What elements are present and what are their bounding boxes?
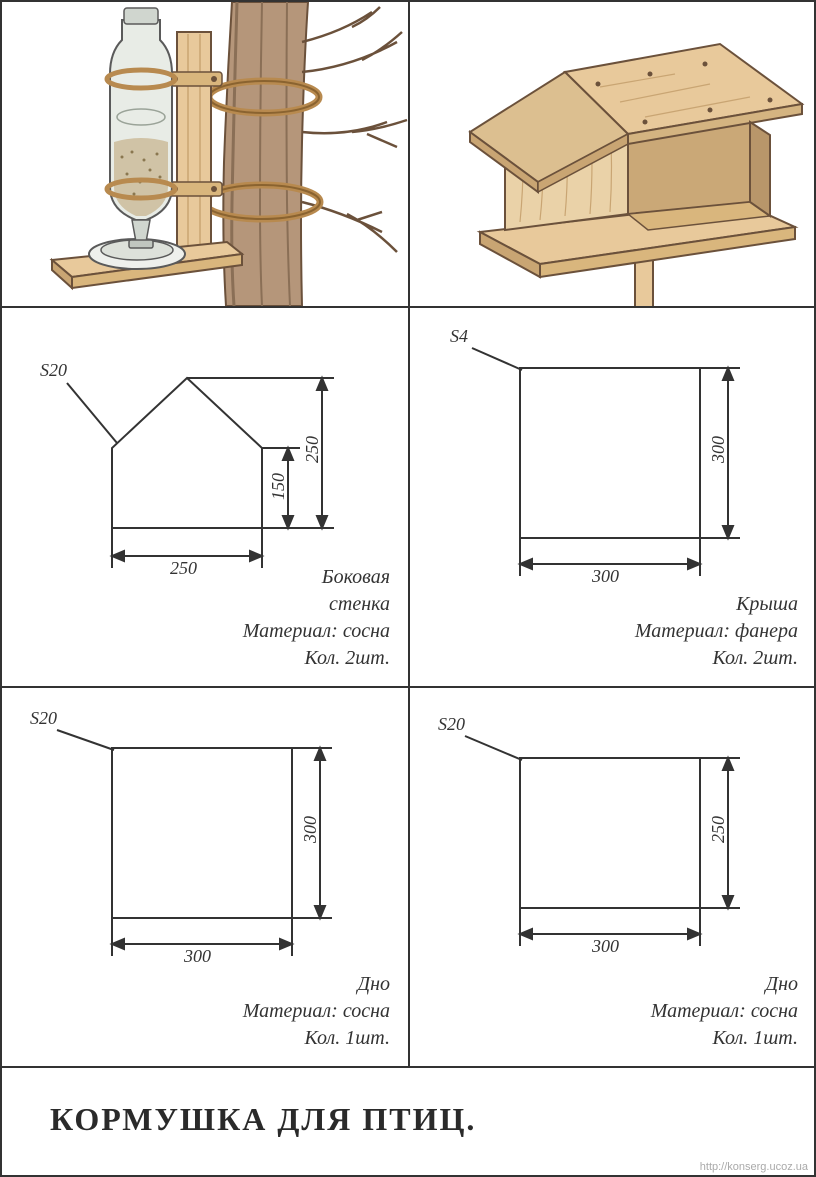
dim-width: 300 xyxy=(592,566,619,587)
part-qty: Кол. 1шт. xyxy=(651,1025,798,1052)
part-qty: Кол. 1шт. xyxy=(243,1025,390,1052)
part-qty: Кол. 2шт. xyxy=(243,645,390,672)
dim-wall-height: 150 xyxy=(268,473,289,500)
drawing-roof: S4 300 300 Крыша Материал: фанера Кол. 2… xyxy=(410,308,816,686)
dim-width: 250 xyxy=(170,558,197,579)
tech-row-2: S20 300 300 Дно Материал: сосна Кол. 1шт… xyxy=(2,688,814,1068)
page-title: КОРМУШКА ДЛЯ ПТИЦ. xyxy=(50,1101,476,1138)
caption-bottom: Дно Материал: сосна Кол. 1шт. xyxy=(243,971,390,1052)
illustration-bottle-feeder xyxy=(2,2,410,306)
tech-row-1: S20 250 150 250 Боковая стенка Материал:… xyxy=(2,308,814,688)
dim-height: 250 xyxy=(708,816,729,843)
caption-side-wall: Боковая стенка Материал: сосна Кол. 2шт. xyxy=(243,564,390,672)
page: S20 250 150 250 Боковая стенка Материал:… xyxy=(0,0,816,1177)
dim-width: 300 xyxy=(592,936,619,957)
part-name: Дно xyxy=(651,971,798,998)
part-material: Материал: сосна xyxy=(243,998,390,1025)
caption-roof: Крыша Материал: фанера Кол. 2шт. xyxy=(635,591,798,672)
thickness-label: S4 xyxy=(450,326,468,347)
thickness-label: S20 xyxy=(438,714,465,735)
caption-bottom2: Дно Материал: сосна Кол. 1шт. xyxy=(651,971,798,1052)
dim-full-height: 250 xyxy=(302,436,323,463)
part-material: Материал: сосна xyxy=(651,998,798,1025)
part-qty: Кол. 2шт. xyxy=(635,645,798,672)
title-row: КОРМУШКА ДЛЯ ПТИЦ. xyxy=(2,1068,814,1171)
illustration-house-feeder xyxy=(410,2,816,306)
thickness-label: S20 xyxy=(40,360,67,381)
dim-width: 300 xyxy=(184,946,211,967)
part-name: Дно xyxy=(243,971,390,998)
part-name: Боковая стенка xyxy=(243,564,390,618)
dim-height: 300 xyxy=(300,816,321,843)
watermark: http://konserg.ucoz.ua xyxy=(700,1161,808,1173)
drawing-side-wall: S20 250 150 250 Боковая стенка Материал:… xyxy=(2,308,410,686)
drawing-bottom: S20 300 300 Дно Материал: сосна Кол. 1шт… xyxy=(2,688,410,1066)
part-name: Крыша xyxy=(635,591,798,618)
drawing-bottom2: S20 300 250 Дно Материал: сосна Кол. 1шт… xyxy=(410,688,816,1066)
part-material: Материал: фанера xyxy=(635,618,798,645)
thickness-label: S20 xyxy=(30,708,57,729)
dim-height: 300 xyxy=(708,436,729,463)
illustration-row xyxy=(2,2,814,308)
part-material: Материал: сосна xyxy=(243,618,390,645)
